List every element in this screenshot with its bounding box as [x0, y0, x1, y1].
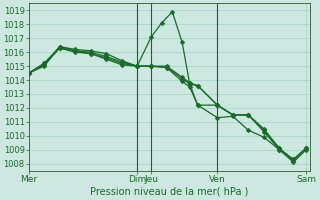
X-axis label: Pression niveau de la mer( hPa ): Pression niveau de la mer( hPa ) [90, 187, 249, 197]
